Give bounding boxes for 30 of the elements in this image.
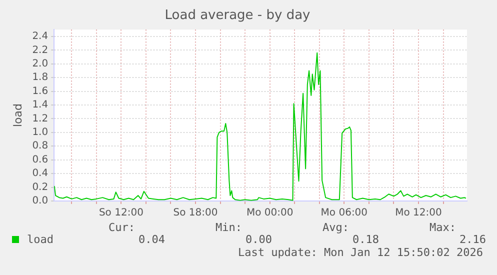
y-tick-label: 0.6 xyxy=(32,154,48,166)
text: 0.00 xyxy=(244,233,272,246)
text: 2.16 xyxy=(458,233,486,246)
chart-title: Load average - by day xyxy=(164,8,311,24)
y-tick-label: 0.8 xyxy=(32,140,48,152)
y-tick-label: 2.4 xyxy=(32,31,48,42)
x-tick-label: So 18:00 xyxy=(173,208,218,219)
y-tick-label: 2.0 xyxy=(32,58,48,70)
x-tick-label: So 12:00 xyxy=(98,208,144,219)
text: Last update: Mon Jan 12 15:50:02 2026 xyxy=(238,246,483,259)
y-tick-label: 1.2 xyxy=(32,113,48,124)
y-axis-title: load xyxy=(11,104,24,128)
y-tick-label: 0.4 xyxy=(32,168,48,180)
text: Min: xyxy=(214,221,242,234)
y-tick-label: 1.4 xyxy=(32,100,48,111)
x-tick-label: Mo 12:00 xyxy=(395,208,442,219)
text: 0.04 xyxy=(138,233,165,246)
y-tick-label: 1.0 xyxy=(32,127,48,138)
text: Avg: xyxy=(322,221,349,234)
y-tick-label: 2.2 xyxy=(32,44,48,56)
text: Max: xyxy=(428,221,456,234)
legend-label: load xyxy=(27,233,54,246)
y-tick-label: 1.8 xyxy=(32,72,48,84)
text: Cur: xyxy=(108,221,135,234)
y-tick-label: 0.2 xyxy=(32,182,48,193)
x-tick-label: Mo 00:00 xyxy=(246,208,294,219)
y-tick-label: 1.6 xyxy=(32,86,48,97)
x-tick-label: Mo 06:00 xyxy=(320,208,368,219)
y-tick-label: 0.0 xyxy=(32,196,48,207)
text: 0.18 xyxy=(352,233,379,246)
